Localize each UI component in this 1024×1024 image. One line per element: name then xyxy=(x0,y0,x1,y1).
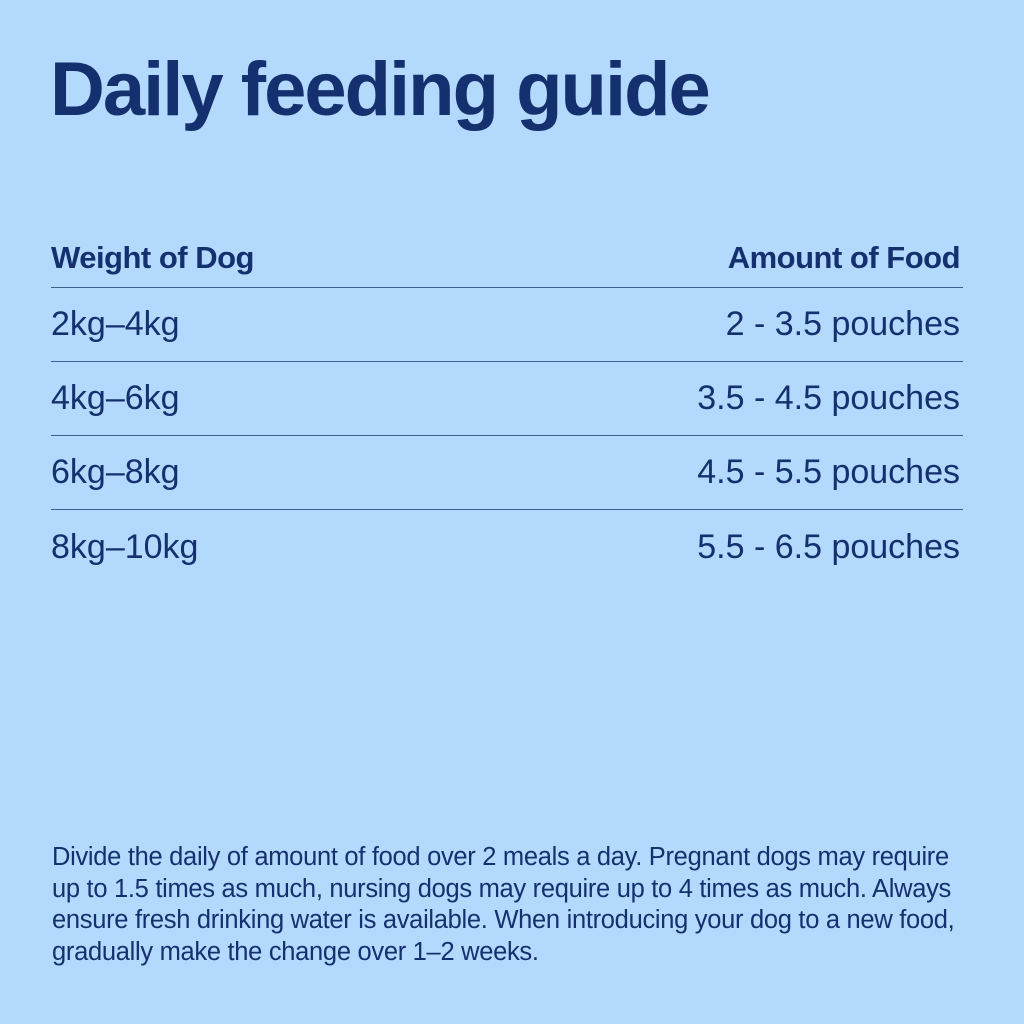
weight-cell: 8kg–10kg xyxy=(51,527,199,566)
page-title: Daily feeding guide xyxy=(50,47,711,132)
header-weight-of-dog: Weight of Dog xyxy=(51,239,255,275)
feeding-note: Divide the daily of amount of food over … xyxy=(52,843,955,966)
table-row: 6kg–8kg 4.5 - 5.5 pouches xyxy=(51,436,963,510)
weight-cell: 6kg–8kg xyxy=(51,453,180,491)
feeding-table: Weight of Dog Amount of Food 2kg–4kg 2 -… xyxy=(51,228,963,584)
amount-cell: 4.5 - 5.5 pouches xyxy=(697,453,960,491)
table-row: 8kg–10kg 5.5 - 6.5 pouches xyxy=(51,510,963,584)
weight-cell: 2kg–4kg xyxy=(51,305,180,343)
weight-cell: 4kg–6kg xyxy=(51,379,180,417)
amount-cell: 5.5 - 6.5 pouches xyxy=(697,527,960,566)
table-row: 2kg–4kg 2 - 3.5 pouches xyxy=(51,288,963,362)
table-header-row: Weight of Dog Amount of Food xyxy=(51,228,963,288)
amount-cell: 3.5 - 4.5 pouches xyxy=(697,379,960,417)
header-amount-of-food: Amount of Food xyxy=(727,239,961,275)
amount-cell: 2 - 3.5 pouches xyxy=(725,305,960,343)
table-row: 4kg–6kg 3.5 - 4.5 pouches xyxy=(51,362,963,436)
